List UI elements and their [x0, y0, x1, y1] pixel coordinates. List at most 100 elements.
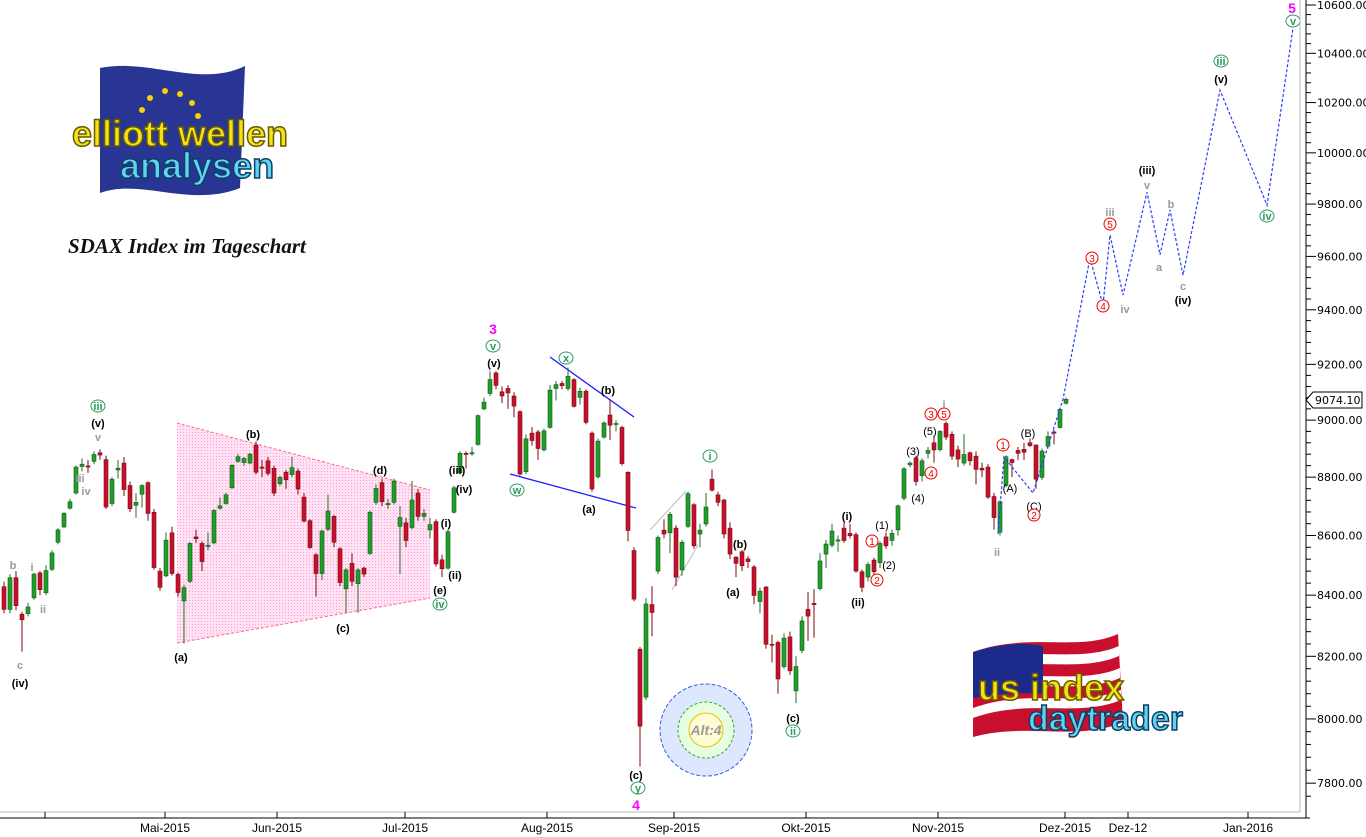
y-tick-label: 9200.00: [1317, 358, 1363, 371]
candle-body: [745, 558, 751, 562]
wave-label-text: (iv): [12, 678, 29, 690]
candle-body: [757, 590, 763, 602]
candle-body: [679, 541, 685, 571]
wave-label: 4: [1096, 299, 1110, 313]
candle: [121, 457, 127, 496]
wave-label: v: [485, 339, 501, 353]
candle: [355, 568, 361, 614]
candle-body: [355, 569, 361, 585]
wave-label: ii: [994, 547, 1000, 559]
candle-body: [943, 423, 949, 438]
candle-body: [559, 383, 565, 386]
candle: [337, 547, 343, 587]
candle: [139, 484, 145, 508]
candle: [61, 511, 67, 529]
wave-circle-red: [1027, 508, 1041, 522]
projection-line: [997, 28, 1294, 535]
candle-body: [397, 517, 403, 527]
x-tick-label: Mai-2015: [140, 821, 190, 835]
candle: [979, 462, 985, 478]
us-index-daytrader-logo: us index daytrader: [973, 634, 1184, 739]
candle-body: [37, 572, 43, 591]
wave-circle-green: [1213, 54, 1229, 68]
candle-body: [1009, 459, 1015, 463]
candle-body: [817, 560, 823, 589]
wave-label-text: w: [512, 485, 522, 497]
candle: [145, 481, 151, 521]
candle: [919, 458, 925, 482]
candle-body: [19, 613, 25, 621]
candle: [205, 532, 211, 551]
candle-body: [721, 499, 727, 535]
candle: [367, 510, 373, 555]
wave-label-text: (B): [1021, 428, 1036, 440]
wave-label: 5: [1103, 217, 1117, 231]
candle-body: [673, 527, 679, 578]
candle: [409, 480, 415, 530]
candle: [541, 428, 547, 452]
candle: [193, 529, 199, 543]
candle: [475, 414, 481, 446]
wave-label: 3: [924, 407, 938, 421]
candle: [661, 519, 667, 539]
candle: [373, 484, 379, 505]
wave-label-text: a: [1156, 262, 1163, 274]
candle: [847, 523, 853, 539]
candle-body: [337, 548, 343, 583]
wave-label-text: ii: [40, 604, 46, 616]
wave-label-text: 3: [928, 410, 934, 421]
candle-body: [763, 586, 769, 645]
wave-label-text: 2: [1031, 511, 1037, 522]
wave-label-text: b: [10, 560, 17, 572]
candle: [781, 633, 787, 669]
candle: [391, 478, 397, 505]
wave-label: (v): [487, 358, 501, 370]
x-tick-label: Jun-2015: [252, 821, 302, 835]
wave-label: 1: [996, 438, 1010, 452]
candle: [325, 494, 331, 532]
candle: [169, 526, 175, 576]
candle-body: [361, 567, 367, 575]
candle: [817, 553, 823, 591]
candle: [997, 500, 1003, 536]
candle: [931, 435, 937, 463]
candle: [79, 458, 85, 472]
wave-label: (5): [923, 426, 936, 438]
wave-circle-red: [1103, 217, 1117, 231]
candle-body: [91, 454, 97, 462]
candle-body: [493, 372, 499, 386]
wave-label-text: iii: [1216, 56, 1225, 68]
wave-label: (i): [842, 511, 853, 523]
candle-body: [421, 513, 427, 517]
candle-body: [1033, 444, 1039, 480]
chart-title: SDAX Index im Tageschart: [68, 234, 306, 258]
wave-label: (4): [911, 493, 924, 505]
wave-label: ii: [785, 724, 801, 738]
candle-body: [325, 510, 331, 530]
logo-text-line2: analysen: [120, 145, 274, 186]
candle-body: [475, 415, 481, 445]
candle: [1063, 397, 1069, 405]
candle-body: [277, 477, 283, 485]
candle: [133, 493, 139, 518]
candle: [865, 562, 871, 582]
wave-label: (c): [629, 770, 643, 782]
wave-label: (v): [1214, 74, 1228, 86]
candle-body: [739, 551, 745, 567]
wave-label-text: v: [1290, 16, 1297, 28]
wave-label: (b): [601, 385, 615, 397]
wave-label: (3): [906, 446, 919, 458]
candle-body: [181, 587, 187, 602]
candle-body: [871, 559, 877, 573]
candle: [313, 553, 319, 597]
candle-body: [703, 506, 709, 525]
wave-label-text: (iv): [1175, 295, 1192, 307]
candle: [907, 461, 913, 468]
candle-body: [187, 543, 193, 582]
wave-label-text: 4: [928, 469, 934, 480]
wave-label: v: [1285, 14, 1301, 28]
wave-label-text: (ii): [448, 570, 462, 582]
candle: [871, 557, 877, 576]
wave-label-text: (b): [601, 385, 615, 397]
